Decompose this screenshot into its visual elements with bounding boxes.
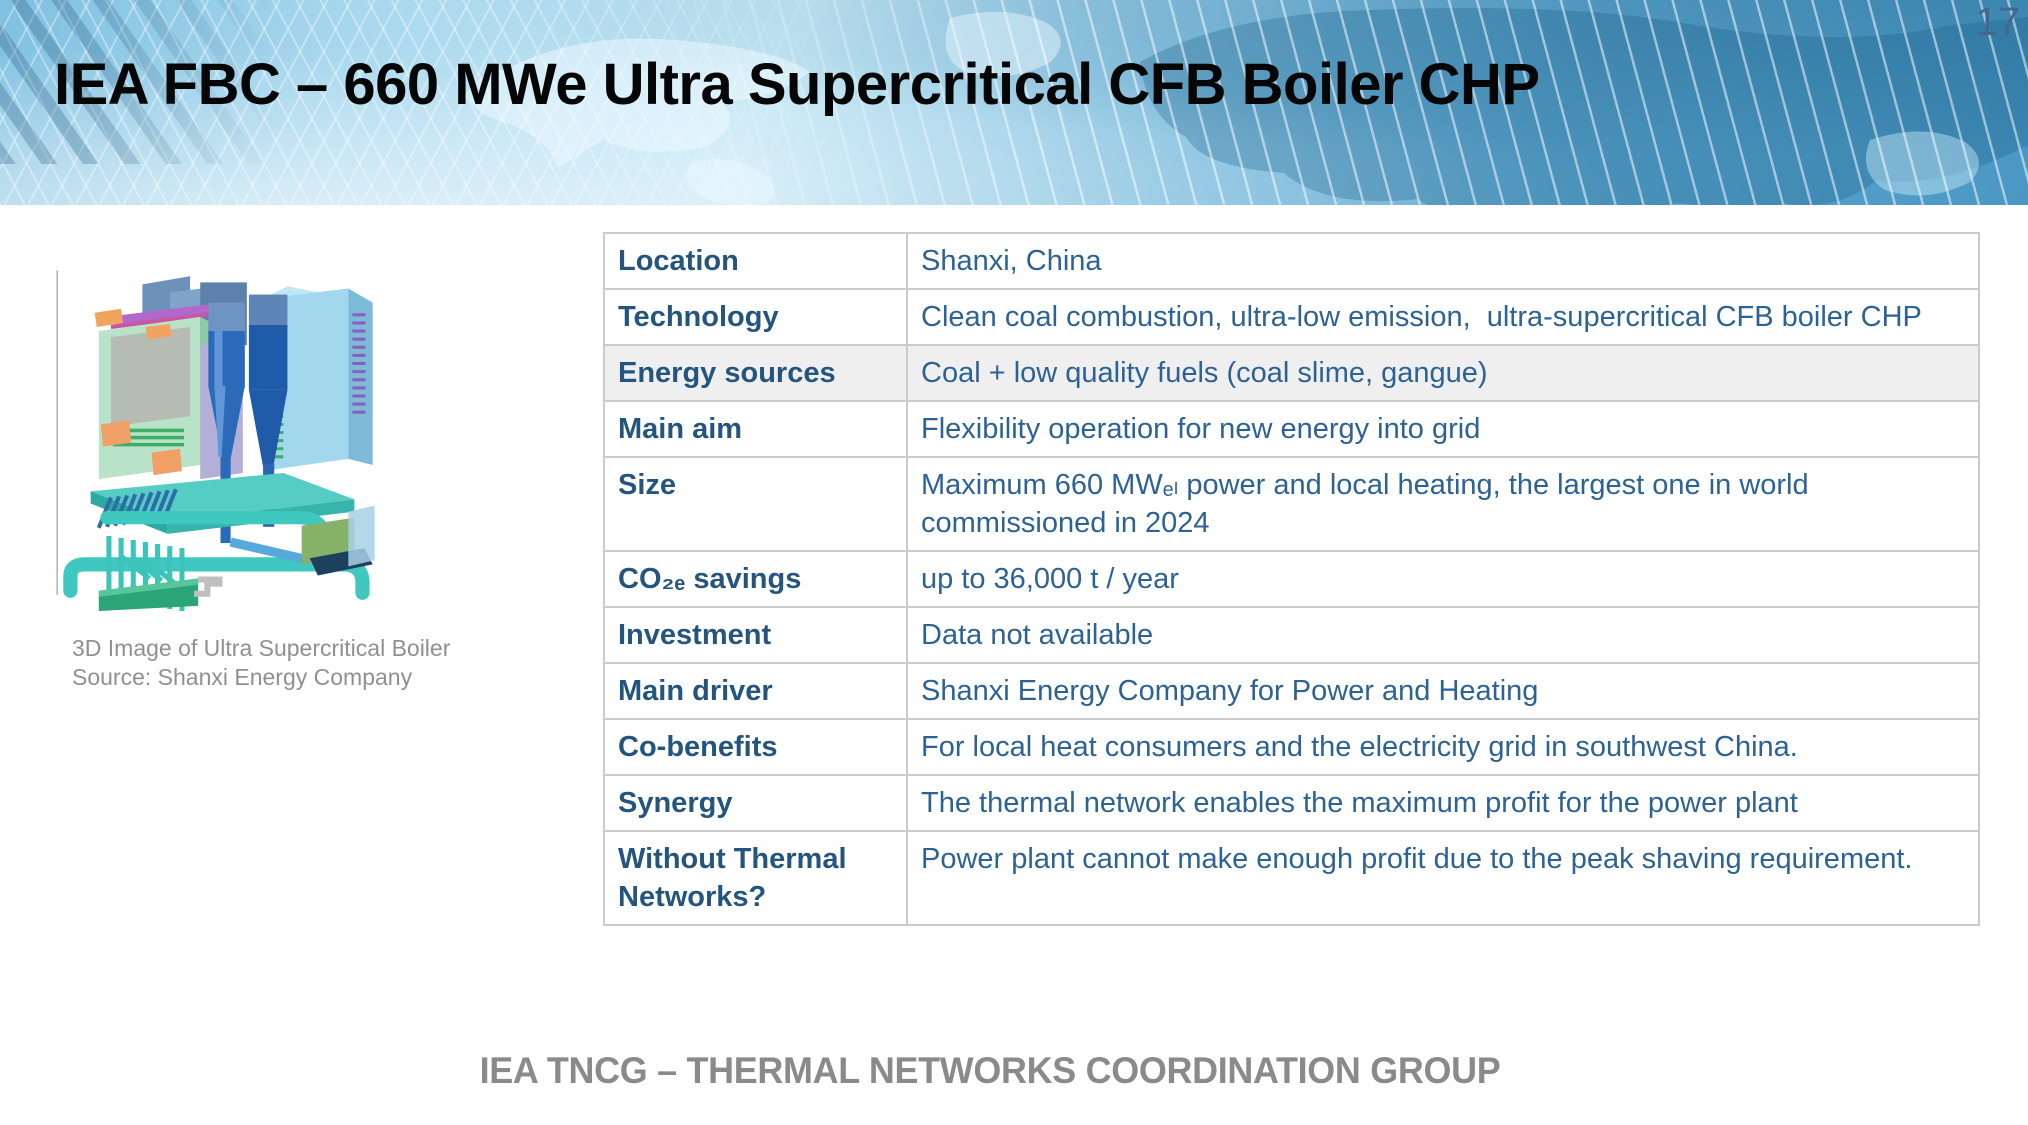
row-value: The thermal network enables the maximum … [906, 774, 1980, 832]
slide-title: IEA FBC – 660 MWe Ultra Supercritical CF… [54, 52, 1540, 117]
row-value: Clean coal combustion, ultra-low emissio… [906, 288, 1980, 346]
info-table: Location Shanxi, China Technology Clean … [603, 232, 1980, 926]
table-row: Technology Clean coal combustion, ultra-… [603, 288, 1980, 346]
row-value: Flexibility operation for new energy int… [906, 400, 1980, 458]
table-row: Investment Data not available [603, 606, 1980, 664]
footer-text: IEA TNCG – THERMAL NETWORKS COORDINATION… [479, 1050, 1501, 1091]
boiler-3d-image [56, 270, 375, 611]
row-value: Shanxi, China [906, 232, 1980, 290]
header-banner: IEA FBC – 660 MWe Ultra Supercritical CF… [0, 0, 2028, 205]
table-row: Co-benefits For local heat consumers and… [603, 718, 1980, 776]
row-value: Coal + low quality fuels (coal slime, ga… [906, 344, 1980, 402]
row-value: Data not available [906, 606, 1980, 664]
row-label: Investment [603, 606, 908, 664]
row-label: Size [603, 456, 908, 552]
row-label: Energy sources [603, 344, 908, 402]
row-value: For local heat consumers and the electri… [906, 718, 1980, 776]
row-value: Shanxi Energy Company for Power and Heat… [906, 662, 1980, 720]
row-label: Synergy [603, 774, 908, 832]
info-table-body: Location Shanxi, China Technology Clean … [603, 232, 1980, 926]
page-number: 17 [1975, 0, 2021, 44]
figure-caption-line2: Source: Shanxi Energy Company [72, 664, 413, 690]
row-label: Main driver [603, 662, 908, 720]
row-label: Technology [603, 288, 908, 346]
table-row: Location Shanxi, China [603, 232, 1980, 290]
row-label: Location [603, 232, 908, 290]
row-label: CO₂ₑ savings [603, 550, 908, 608]
table-row: CO₂ₑ savings up to 36,000 t / year [603, 550, 1980, 608]
row-value: Power plant cannot make enough profit du… [906, 830, 1980, 926]
table-row: Energy sources Coal + low quality fuels … [603, 344, 1980, 402]
table-row: Main aim Flexibility operation for new e… [603, 400, 1980, 458]
banner-stripes-texture [608, 0, 2028, 205]
figure-caption: 3D Image of Ultra Supercritical Boiler S… [72, 634, 450, 692]
row-value: up to 36,000 t / year [906, 550, 1980, 608]
table-row: Synergy The thermal network enables the … [603, 774, 1980, 832]
figure-caption-line1: 3D Image of Ultra Supercritical Boiler [72, 635, 451, 661]
table-row: Size Maximum 660 MWₑₗ power and local he… [603, 456, 1980, 552]
row-value: Maximum 660 MWₑₗ power and local heating… [906, 456, 1980, 552]
row-label: Without Thermal Networks? [603, 830, 908, 926]
banner-darkbands-texture [0, 0, 305, 164]
row-label: Co-benefits [603, 718, 908, 776]
table-row: Without Thermal Networks? Power plant ca… [603, 830, 1980, 926]
row-label: Main aim [603, 400, 908, 458]
table-row: Main driver Shanxi Energy Company for Po… [603, 662, 1980, 720]
